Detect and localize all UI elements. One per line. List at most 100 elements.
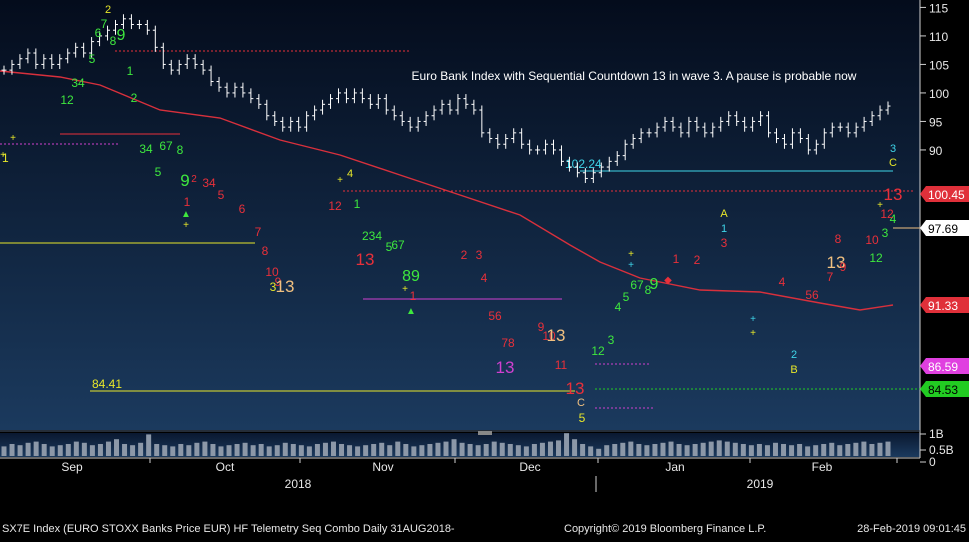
candle xyxy=(192,54,198,69)
candle xyxy=(17,54,23,69)
candle xyxy=(670,116,676,132)
footer-timestamp: 28-Feb-2019 09:01:45 xyxy=(857,523,966,535)
candle xyxy=(614,151,620,166)
volume-bar xyxy=(789,445,795,456)
y-tick-label: 115 xyxy=(929,1,948,15)
volume-bar xyxy=(596,448,602,456)
volume-bar xyxy=(403,444,409,456)
volume-bar xyxy=(644,445,650,456)
sequential-label: 1 xyxy=(410,289,417,303)
volume-bar xyxy=(114,439,120,456)
volume-bar xyxy=(612,444,618,456)
footer-security: SX7E Index (EURO STOXX Banks Price EUR) … xyxy=(2,523,455,535)
sequential-label: 234 xyxy=(362,229,382,243)
volume-bar xyxy=(411,446,417,456)
candle xyxy=(320,99,326,115)
volume-bar xyxy=(322,442,328,456)
volume-bar xyxy=(556,440,562,456)
volume-bar xyxy=(290,444,296,456)
sequential-label: 8 xyxy=(110,34,117,48)
candle xyxy=(566,156,572,172)
y-tick-label: 90 xyxy=(929,144,943,158)
moving-average-layer xyxy=(0,70,894,311)
candle xyxy=(861,116,867,132)
candle xyxy=(829,122,835,138)
sequential-label: 8 xyxy=(177,143,184,157)
signal-marker: ◆ xyxy=(664,275,672,286)
sequential-label: 3 xyxy=(476,248,483,262)
footer-bar xyxy=(0,519,969,537)
candle xyxy=(367,94,373,109)
candle xyxy=(399,111,405,126)
candle xyxy=(606,156,612,172)
price-panel xyxy=(0,0,920,430)
sequential-label: 2 xyxy=(105,4,111,16)
sequential-label: 1 xyxy=(184,195,191,209)
candle xyxy=(256,94,262,109)
volume-bar xyxy=(427,444,433,456)
volume-bar xyxy=(716,440,722,456)
candle xyxy=(152,25,158,52)
sequential-label: 9 xyxy=(538,320,545,334)
candle xyxy=(877,105,883,121)
price-axis: 90 95 100 105 110 115 xyxy=(920,1,949,158)
volume-bar xyxy=(564,433,570,456)
candle xyxy=(662,116,668,132)
volume-bar xyxy=(387,445,393,456)
price-label: 84.53 xyxy=(920,381,969,397)
volume-bar xyxy=(250,445,256,456)
volume-bar xyxy=(130,445,136,456)
volume-bar xyxy=(837,445,843,456)
sequential-label: 9 xyxy=(650,276,659,293)
volume-bar xyxy=(330,441,336,456)
moving-average-line xyxy=(0,70,894,311)
volume-tick-label: 1B xyxy=(929,427,944,441)
volume-bar xyxy=(266,446,272,456)
candle xyxy=(686,116,692,138)
sequential-label: 13 xyxy=(276,277,295,296)
price-label: 86.59 xyxy=(920,358,969,374)
candle xyxy=(120,14,126,30)
volume-bar xyxy=(515,445,521,456)
candle xyxy=(176,59,182,75)
volume-bar xyxy=(234,444,240,456)
volume-bar xyxy=(274,445,280,456)
candle xyxy=(598,162,604,178)
volume-bar xyxy=(692,444,698,456)
candle xyxy=(65,48,71,64)
candle xyxy=(511,128,517,144)
candle xyxy=(694,116,700,132)
signal-marker: ▲ xyxy=(181,209,191,220)
panel-splitter-handle[interactable] xyxy=(478,431,492,435)
candle xyxy=(590,168,596,184)
candle xyxy=(734,111,740,126)
candle xyxy=(383,94,389,115)
candle xyxy=(455,94,461,115)
sequential-label: 1 xyxy=(2,151,9,165)
volume-bar xyxy=(869,444,875,456)
month-label: Sep xyxy=(61,460,83,474)
volume-bar xyxy=(499,442,505,456)
volume-bar xyxy=(443,441,449,456)
candle xyxy=(304,111,310,132)
y-tick-label: 105 xyxy=(929,58,949,72)
candle xyxy=(200,59,206,75)
volume-bar xyxy=(395,441,401,456)
candle xyxy=(25,48,31,64)
sequential-label: 4 xyxy=(615,300,622,314)
candle xyxy=(89,37,95,58)
plus-marker: + xyxy=(337,175,343,186)
volume-bar xyxy=(282,442,288,456)
candle xyxy=(845,122,851,138)
sequential-label: 2 xyxy=(461,248,468,262)
volume-bar xyxy=(371,444,377,456)
candle xyxy=(73,42,79,58)
sequential-label: 10 xyxy=(265,265,279,279)
candle xyxy=(136,19,142,30)
candle xyxy=(248,88,254,104)
horizontal-levels: 102.24 84.41 xyxy=(0,50,920,409)
candle xyxy=(9,59,15,75)
svg-text:97.69: 97.69 xyxy=(928,222,958,236)
sequential-label: 2 xyxy=(131,91,138,105)
